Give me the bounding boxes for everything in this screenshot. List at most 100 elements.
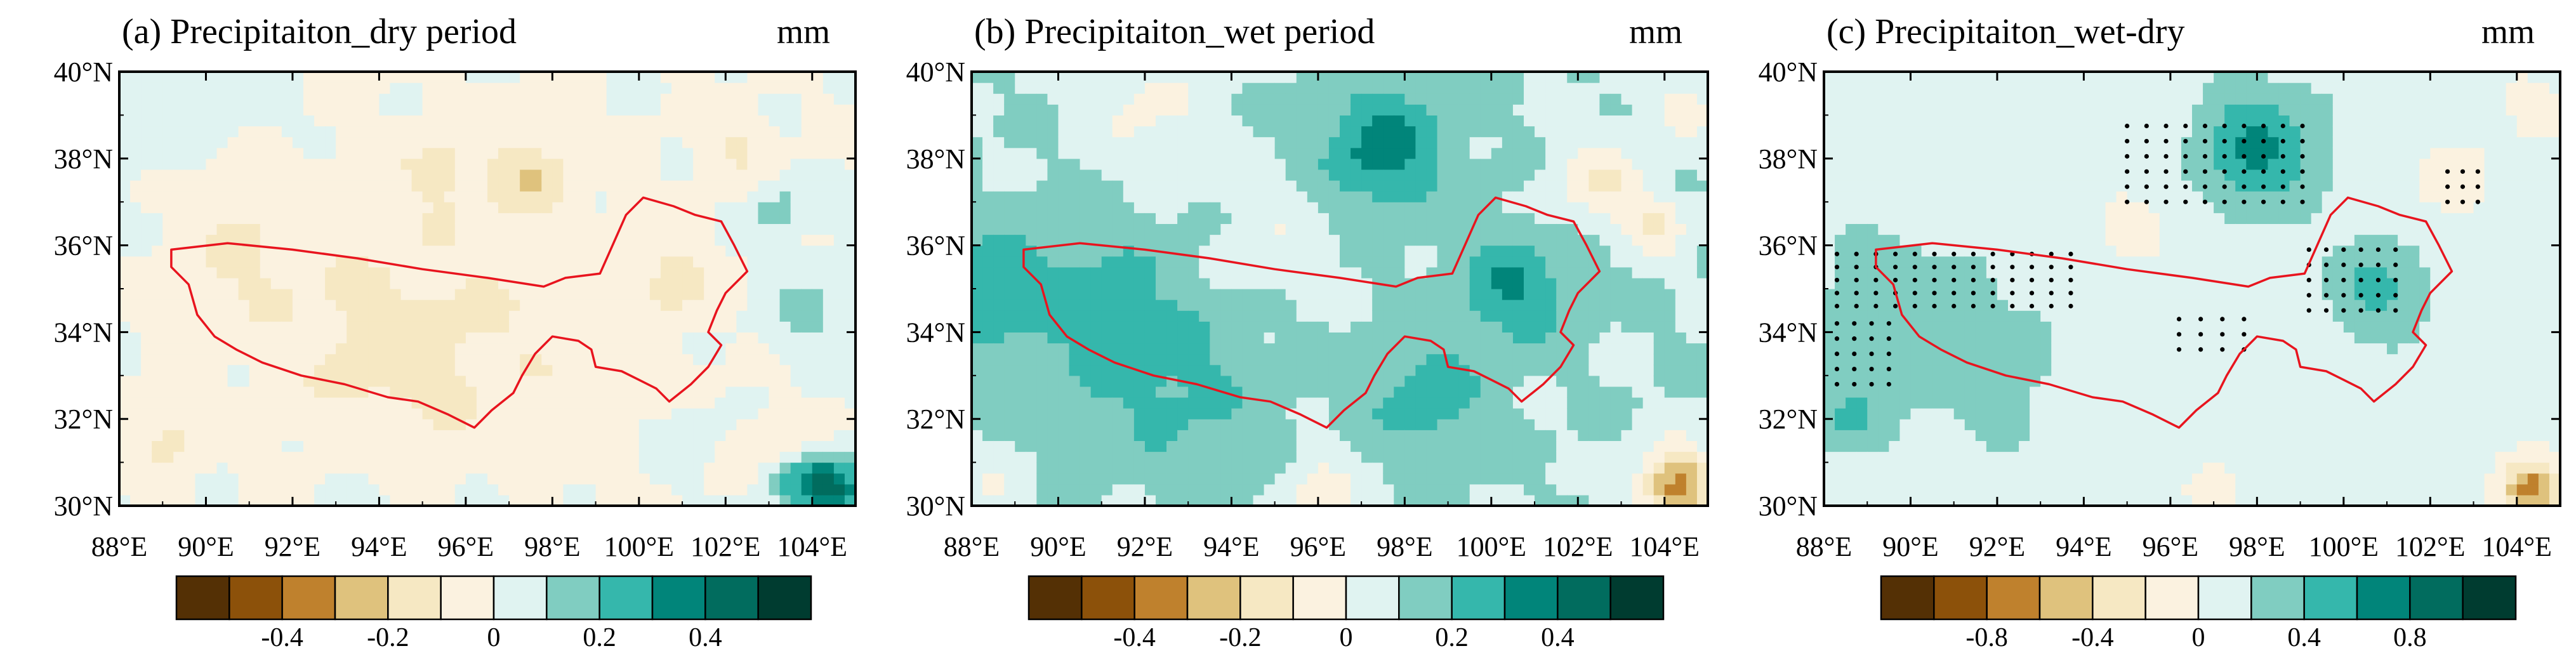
field-cell bbox=[195, 408, 207, 419]
field-cell bbox=[1480, 136, 1492, 148]
field-cell bbox=[682, 440, 694, 452]
field-cell bbox=[1340, 234, 1351, 246]
field-cell bbox=[1015, 462, 1026, 474]
field-cell bbox=[227, 115, 239, 127]
field-cell bbox=[1264, 386, 1276, 398]
field-cell bbox=[292, 397, 304, 409]
field-cell bbox=[1274, 93, 1286, 105]
field-cell bbox=[1491, 245, 1503, 257]
field-cell bbox=[119, 93, 131, 105]
field-cell bbox=[617, 397, 629, 409]
field-cell bbox=[1253, 82, 1265, 94]
field-cell bbox=[715, 256, 726, 268]
field-cell bbox=[1188, 93, 1199, 105]
field-cell bbox=[141, 169, 152, 181]
field-cell bbox=[574, 147, 586, 159]
field-cell bbox=[1026, 451, 1037, 463]
field-cell bbox=[1351, 397, 1362, 409]
field-cell bbox=[541, 397, 553, 409]
field-cell bbox=[682, 484, 694, 496]
field-cell bbox=[801, 419, 813, 430]
field-cell bbox=[1015, 191, 1026, 202]
field-cell bbox=[993, 82, 1005, 94]
field-cell bbox=[357, 93, 369, 105]
field-cell bbox=[281, 494, 293, 506]
field-cell bbox=[249, 93, 261, 105]
field-cell bbox=[769, 310, 781, 322]
field-cell bbox=[1047, 343, 1059, 355]
field-cell bbox=[531, 440, 542, 452]
field-cell bbox=[487, 147, 499, 159]
field-cell bbox=[400, 386, 413, 398]
field-cell bbox=[1015, 430, 1026, 441]
field-cell bbox=[617, 419, 629, 430]
field-cell bbox=[715, 136, 726, 148]
field-cell bbox=[227, 82, 239, 94]
field-cell bbox=[454, 256, 466, 268]
field-cell bbox=[993, 158, 1005, 170]
field-cell bbox=[141, 462, 152, 474]
field-cell bbox=[649, 343, 661, 355]
field-cell bbox=[1512, 213, 1524, 224]
field-cell bbox=[552, 430, 564, 441]
field-cell bbox=[606, 462, 618, 474]
field-cell bbox=[1264, 169, 1276, 181]
field-cell bbox=[1274, 180, 1286, 192]
field-cell bbox=[1220, 408, 1232, 419]
field-cell bbox=[325, 115, 336, 127]
colorbar-swatch bbox=[228, 575, 283, 621]
field-cell bbox=[617, 300, 629, 311]
field-cell bbox=[465, 180, 477, 192]
field-cell bbox=[173, 256, 185, 268]
field-cell bbox=[972, 82, 983, 94]
field-cell bbox=[281, 484, 293, 496]
field-cell bbox=[844, 386, 855, 398]
field-cell bbox=[1090, 408, 1102, 419]
field-cell bbox=[1264, 82, 1276, 94]
field-cell bbox=[1361, 353, 1373, 366]
field-cell bbox=[972, 430, 983, 441]
field-cell bbox=[563, 191, 575, 202]
field-cell bbox=[1296, 494, 1308, 506]
field-cell bbox=[585, 375, 597, 387]
field-cell bbox=[617, 353, 629, 366]
field-cell bbox=[617, 462, 629, 474]
field-cell bbox=[725, 136, 737, 148]
field-cell bbox=[638, 213, 651, 224]
field-cell bbox=[347, 419, 358, 430]
field-cell bbox=[531, 375, 542, 387]
field-cell bbox=[715, 126, 726, 138]
field-cell bbox=[1372, 332, 1384, 344]
field-cell bbox=[141, 180, 152, 192]
field-cell bbox=[1426, 104, 1438, 115]
field-cell bbox=[747, 364, 759, 376]
field-cell bbox=[206, 202, 218, 213]
field-cell bbox=[606, 169, 618, 181]
field-cell bbox=[725, 419, 737, 430]
field-cell bbox=[1426, 169, 1438, 181]
field-cell bbox=[173, 397, 185, 409]
field-cell bbox=[972, 234, 983, 246]
field-cell bbox=[1177, 451, 1189, 463]
field-cell bbox=[844, 451, 855, 463]
field-cell bbox=[563, 267, 575, 279]
field-cell bbox=[1458, 353, 1470, 366]
field-cell bbox=[574, 310, 586, 322]
field-cell bbox=[314, 72, 326, 83]
field-cell bbox=[628, 104, 640, 115]
field-cell bbox=[411, 430, 423, 441]
field-cell bbox=[1080, 202, 1092, 213]
field-cell bbox=[585, 169, 597, 181]
field-cell bbox=[1144, 300, 1156, 311]
field-cell bbox=[779, 462, 791, 474]
field-cell bbox=[1199, 440, 1210, 452]
field-cell bbox=[574, 430, 586, 441]
field-cell bbox=[1177, 147, 1189, 159]
field-cell bbox=[779, 397, 791, 409]
field-cell bbox=[769, 462, 781, 474]
field-cell bbox=[1058, 386, 1070, 398]
field-cell bbox=[1383, 364, 1394, 376]
field-cell bbox=[1535, 136, 1546, 148]
field-cell bbox=[216, 462, 228, 474]
field-cell bbox=[1318, 300, 1330, 311]
